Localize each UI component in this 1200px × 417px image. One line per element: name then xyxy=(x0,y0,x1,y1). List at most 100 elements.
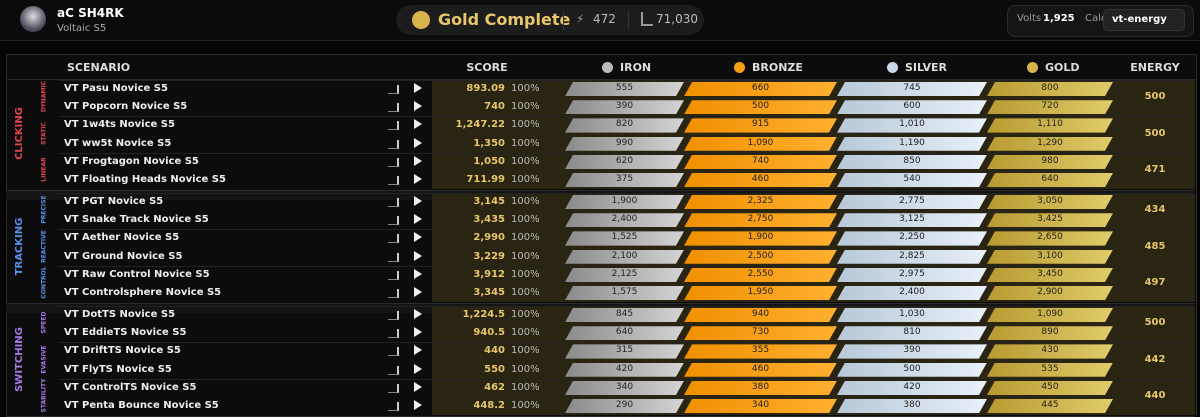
scenario-name[interactable]: VT Popcorn Novice S5 xyxy=(64,101,188,113)
scenario-name[interactable]: VT 1w4ts Novice S5 xyxy=(64,119,175,131)
scenario-name[interactable]: VT Pasu Novice S5 xyxy=(64,83,168,94)
play-button[interactable] xyxy=(414,119,422,130)
divider xyxy=(563,10,564,30)
percent: 100% xyxy=(511,214,540,226)
scenario-name[interactable]: VT PGT Novice S5 xyxy=(64,196,164,207)
play-button[interactable] xyxy=(414,83,422,93)
scenario-name[interactable]: VT ww5t Novice S5 xyxy=(64,137,172,149)
score: 3,145 xyxy=(473,196,505,207)
score: 893.09 xyxy=(466,83,505,94)
tier-bar xyxy=(837,326,987,340)
play-button[interactable] xyxy=(414,363,422,374)
column-header: SCORE xyxy=(466,61,508,74)
threshold: 1,900 xyxy=(747,232,774,243)
signal-icon xyxy=(388,216,399,226)
scenario-name[interactable]: VT ControlTS Novice S5 xyxy=(64,381,197,393)
play-button[interactable] xyxy=(414,174,422,184)
scenario-name[interactable]: VT FlyTS Novice S5 xyxy=(64,363,172,375)
subcategory-line xyxy=(58,152,1195,154)
play-button[interactable] xyxy=(414,327,422,338)
threshold: 2,500 xyxy=(747,250,774,261)
play-button[interactable] xyxy=(414,345,422,356)
energy: 440 xyxy=(1144,390,1166,401)
signal-icon xyxy=(388,311,399,320)
tier-bar xyxy=(684,399,837,413)
percent: 100% xyxy=(511,250,540,262)
subcategory-label: STABILITY xyxy=(40,378,48,413)
tier-bar xyxy=(684,308,837,322)
energy: 442 xyxy=(1144,353,1166,365)
threshold: 500 xyxy=(751,101,770,112)
tier-bar xyxy=(837,82,987,96)
tier-bar xyxy=(565,155,684,169)
threshold: 3,450 xyxy=(1037,268,1063,279)
play-button[interactable] xyxy=(414,250,422,261)
scenario-name[interactable]: VT Raw Control Novice S5 xyxy=(64,268,210,280)
scenario-name[interactable]: VT DotTS Novice S5 xyxy=(64,309,176,320)
threshold: 2,250 xyxy=(899,232,925,243)
signal-icon xyxy=(388,139,399,149)
status-pill xyxy=(396,5,704,35)
tier-bar xyxy=(987,250,1113,264)
play-button[interactable] xyxy=(414,214,422,225)
play-button[interactable] xyxy=(414,287,422,297)
threshold: 500 xyxy=(903,363,921,374)
scenario-name[interactable]: VT Controlsphere Novice S5 xyxy=(64,287,222,298)
tier-bar xyxy=(987,381,1113,395)
tier-icon xyxy=(887,62,898,73)
subcategory-label: PRECISE xyxy=(40,195,48,224)
play-button[interactable] xyxy=(414,196,422,206)
threshold: 420 xyxy=(615,363,634,374)
threshold: 430 xyxy=(1041,345,1059,356)
scenario-name[interactable]: VT Frogtagon Novice S5 xyxy=(64,155,199,167)
subcategory-label: STATIC xyxy=(40,121,48,145)
signal-icon xyxy=(388,85,399,94)
tier-bar xyxy=(565,268,684,282)
scenario-name[interactable]: VT Penta Bounce Novice S5 xyxy=(64,400,219,411)
percent: 100% xyxy=(511,137,540,149)
tier-bar xyxy=(837,100,987,114)
threshold: 2,975 xyxy=(899,268,925,279)
scenario-name[interactable]: VT Ground Novice S5 xyxy=(64,250,183,262)
threshold: 1,290 xyxy=(1037,137,1063,148)
score: 440 xyxy=(484,345,505,357)
tier-bar xyxy=(837,308,987,322)
percent: 100% xyxy=(511,101,540,113)
threshold: 3,100 xyxy=(1037,250,1063,261)
play-button[interactable] xyxy=(414,155,422,166)
threshold: 1,010 xyxy=(899,119,925,130)
play-button[interactable] xyxy=(414,232,422,243)
play-button[interactable] xyxy=(414,137,422,148)
signal-icon xyxy=(388,252,399,262)
subcategory-line xyxy=(58,116,1195,118)
scenario-name[interactable]: VT DriftTS Novice S5 xyxy=(64,345,181,357)
threshold: 2,825 xyxy=(899,250,925,261)
scenario-name[interactable]: VT Snake Track Novice S5 xyxy=(64,214,209,226)
scenario-name[interactable]: VT Floating Heads Novice S5 xyxy=(64,174,226,185)
signal-icon xyxy=(388,234,399,244)
play-button[interactable] xyxy=(414,101,422,112)
threshold: 450 xyxy=(1041,381,1059,392)
percent: 100% xyxy=(511,83,540,94)
tier-bar xyxy=(837,231,987,245)
tier-bar xyxy=(684,250,837,264)
tier-bar xyxy=(987,118,1113,132)
scenario-name[interactable]: VT EddieTS Novice S5 xyxy=(64,327,187,339)
volts: 1,925 xyxy=(1043,13,1075,24)
play-button[interactable] xyxy=(414,381,422,392)
column-header: ENERGY xyxy=(1130,61,1180,74)
tier-bar xyxy=(684,326,837,340)
threshold: 820 xyxy=(615,119,634,130)
threshold: 390 xyxy=(615,101,634,112)
play-button[interactable] xyxy=(414,309,422,319)
threshold: 850 xyxy=(903,155,921,166)
calc-select[interactable]: vt-energy xyxy=(1103,9,1185,31)
tier-bar xyxy=(837,268,987,282)
play-button[interactable] xyxy=(414,400,422,410)
subcategory-label: EVASIVE xyxy=(40,344,48,374)
threshold: 1,110 xyxy=(1037,119,1063,130)
energy-total: 472 xyxy=(593,12,616,26)
status: Gold Complete xyxy=(438,10,571,29)
scenario-name[interactable]: VT Aether Novice S5 xyxy=(64,232,180,244)
play-button[interactable] xyxy=(414,268,422,279)
